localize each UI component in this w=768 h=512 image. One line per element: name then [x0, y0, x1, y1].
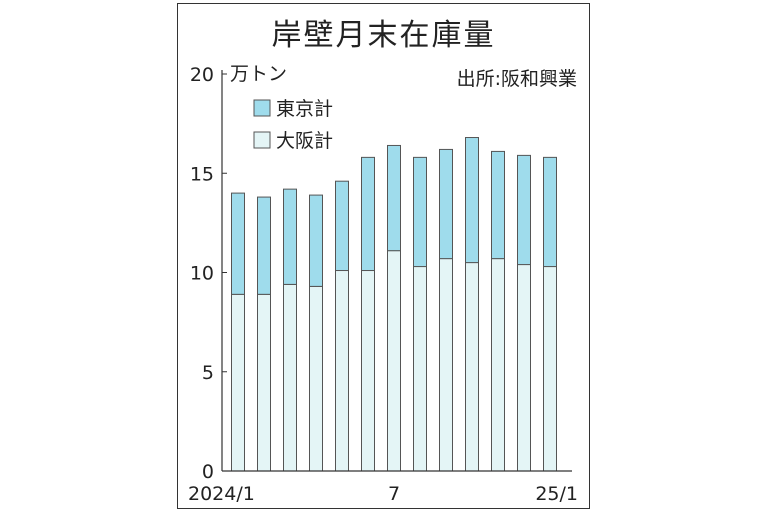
bar-segment-tokyo	[335, 180, 349, 272]
y-tick-label: 20	[190, 64, 214, 86]
bar-segment-tokyo	[361, 156, 375, 272]
y-axis-unit-label: 万トン	[230, 63, 287, 85]
bar-segment-tokyo	[309, 194, 323, 287]
legend-label-osaka: 大阪計	[276, 130, 333, 152]
x-tick-label: 25/1	[535, 483, 578, 505]
bar-segment-tokyo	[283, 188, 297, 285]
y-tick-label: 5	[202, 362, 214, 384]
bar-segment-tokyo	[231, 192, 245, 295]
bar-segment-osaka	[491, 258, 505, 472]
bar-segment-tokyo	[491, 150, 505, 260]
bar-segment-tokyo	[387, 144, 401, 252]
y-tick-label: 0	[202, 461, 214, 483]
chart-title: 岸壁月末在庫量	[271, 18, 496, 53]
bar-segment-osaka	[413, 266, 427, 472]
bar-segment-tokyo	[543, 156, 557, 268]
chart-source: 出所:阪和興業	[456, 68, 577, 90]
bar-segment-tokyo	[257, 196, 271, 295]
bar-segment-osaka	[439, 258, 453, 472]
y-tick-label: 15	[190, 163, 214, 185]
bar-segment-osaka	[387, 250, 401, 472]
bar-segment-osaka	[543, 266, 557, 472]
legend-swatch-tokyo	[253, 99, 271, 117]
bar-segment-tokyo	[465, 137, 479, 264]
bar-segment-tokyo	[517, 154, 531, 266]
bar-segment-osaka	[231, 293, 245, 472]
bar-segment-tokyo	[439, 148, 453, 260]
legend-swatch-osaka	[253, 131, 271, 149]
bar-segment-tokyo	[413, 156, 427, 268]
legend-label-tokyo: 東京計	[276, 98, 333, 120]
x-tick-label: 7	[388, 483, 400, 505]
y-tick-label: 10	[190, 263, 214, 285]
bar-segment-osaka	[309, 285, 323, 472]
bar-segment-osaka	[283, 283, 297, 472]
bar-segment-osaka	[465, 262, 479, 472]
x-tick-label: 2024/1	[188, 483, 255, 505]
bar-segment-osaka	[257, 293, 271, 472]
bar-segment-osaka	[335, 270, 349, 472]
bar-segment-osaka	[517, 264, 531, 472]
bar-segment-osaka	[361, 270, 375, 472]
